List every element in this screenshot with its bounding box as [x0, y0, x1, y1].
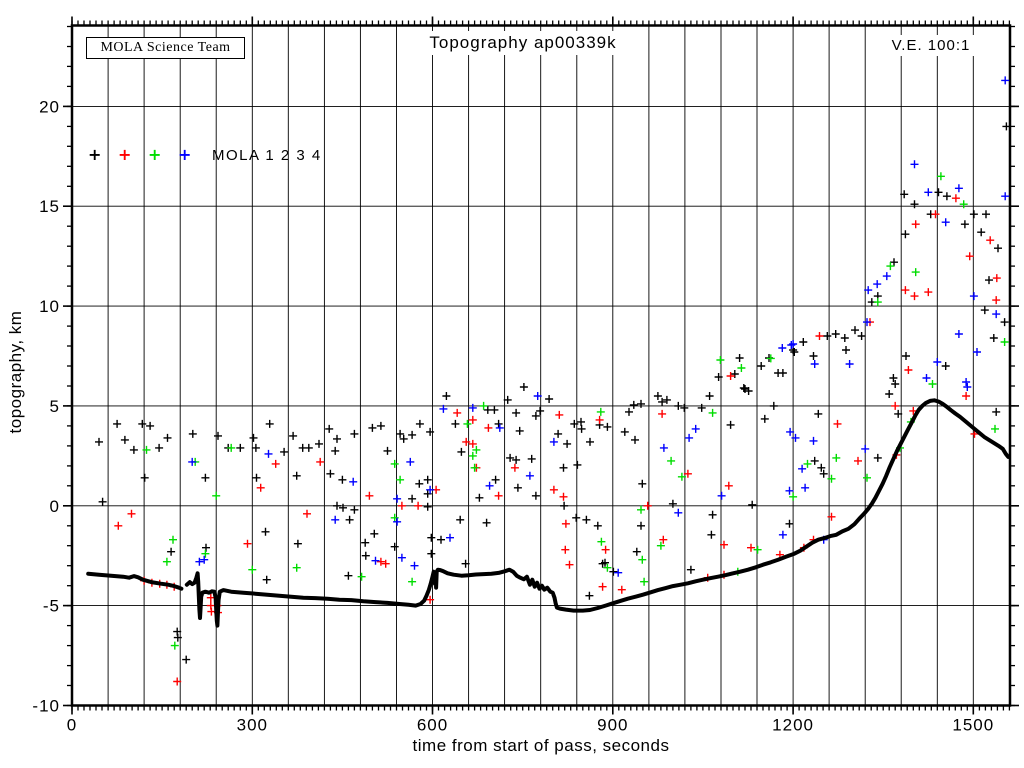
legend-marker-mola3-plus-icon: +	[148, 145, 162, 164]
scatter-series-b	[188, 76, 1010, 577]
svg-text:-5: -5	[43, 597, 60, 616]
scatter-series-r	[114, 194, 1001, 686]
vertical-exaggeration-label: V.E. 100:1	[869, 35, 993, 56]
plot-title: Topography ap00339k	[398, 31, 648, 55]
svg-text:0: 0	[50, 497, 60, 516]
y-axis-title: topography, km	[6, 310, 25, 434]
svg-text:0: 0	[67, 716, 77, 735]
legend-label: MOLA 1 2 3 4	[212, 146, 322, 164]
plot-frame	[70, 24, 1012, 707]
topography-trace	[86, 398, 1011, 628]
legend-marker-mola2-plus-icon: +	[118, 145, 132, 164]
svg-text:10: 10	[39, 297, 60, 316]
scatter-series-g	[142, 172, 1009, 650]
scatter-series-k	[95, 122, 1011, 664]
ve-text: V.E. 100:1	[891, 37, 971, 54]
svg-text:5: 5	[50, 397, 60, 416]
svg-text:-10: -10	[32, 697, 60, 716]
svg-text:1200: 1200	[772, 716, 814, 735]
x-tick-labels: 0 300 600 900 1200 1500	[67, 716, 994, 735]
mola-science-team-box: MOLA Science Team	[86, 37, 245, 59]
svg-text:15: 15	[39, 197, 60, 216]
svg-text:20: 20	[39, 97, 60, 116]
scatter-points	[95, 76, 1011, 686]
gridlines	[72, 25, 1010, 706]
svg-text:600: 600	[417, 716, 448, 735]
svg-text:900: 900	[597, 716, 628, 735]
svg-text:1500: 1500	[952, 716, 994, 735]
plot-title-text: Topography ap00339k	[429, 33, 617, 52]
legend-marker-mola4-plus-icon: +	[178, 145, 192, 164]
x-axis-title: time from start of pass, seconds	[412, 736, 670, 755]
credit-text: MOLA Science Team	[100, 40, 231, 55]
legend-marker-mola1-plus-icon: +	[88, 145, 102, 164]
svg-text:300: 300	[237, 716, 268, 735]
legend: + + + + MOLA 1 2 3 4	[88, 146, 322, 164]
y-tick-labels: -10 -5 0 5 10 15 20	[32, 97, 60, 716]
